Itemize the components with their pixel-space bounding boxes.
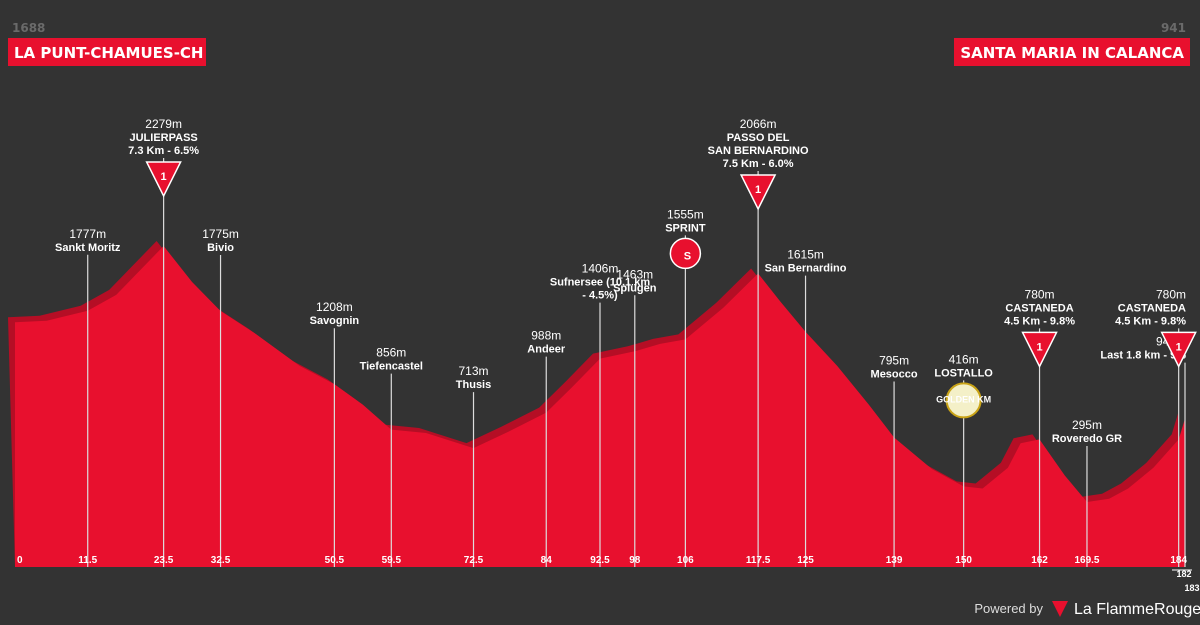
marker-icons-layer: 1 S 1 GOLDEN KM 1 1 <box>145 161 1197 419</box>
km-tick-label: 0 <box>17 555 23 566</box>
marker-name: Sufnersee (10.1 km <box>550 277 650 289</box>
sprint-glyph: S <box>684 250 691 262</box>
km-tick-label: 59.5 <box>382 555 402 566</box>
km-tick-label: 125 <box>797 555 814 566</box>
marker-altitude: 856m <box>376 346 406 360</box>
finish-name-box <box>954 38 1190 66</box>
golden-km-icon <box>945 382 982 419</box>
marker-altitude: 795m <box>879 353 909 367</box>
marker-name: San Bernardino <box>765 263 847 275</box>
marker-altitude: 1406m <box>582 262 619 276</box>
marker-name: 4.5 Km - 9.8% <box>1115 315 1186 327</box>
marker-altitude: 988m <box>531 329 561 343</box>
marker-name: PASSO DEL <box>727 132 790 144</box>
marker-name: CASTANEDA <box>1005 302 1073 314</box>
km-tick-label: 50.5 <box>325 555 345 566</box>
marker-name: Mesocco <box>871 368 918 380</box>
marker-altitude: 295m <box>1072 418 1102 432</box>
kom-category-number: 1 <box>1036 341 1042 353</box>
marker-name: Sankt Moritz <box>55 242 121 254</box>
km-tick-label: 11.5 <box>78 555 97 566</box>
powered-by-label: Powered by <box>974 601 1043 616</box>
km-tick-label: 23.5 <box>154 555 174 566</box>
start-name: LA PUNT-CHAMUES-CH <box>14 44 204 62</box>
marker-name: LOSTALLO <box>934 367 993 379</box>
marker-name: SPRINT <box>665 222 706 234</box>
marker-altitude: 1463m <box>616 267 653 281</box>
marker-name: CASTANEDA <box>1118 302 1186 314</box>
marker-name: Roveredo GR <box>1052 433 1122 445</box>
marker-name: Savognin <box>310 315 360 327</box>
km-tick-label: 117.5 <box>746 555 771 566</box>
start-name-box <box>8 38 206 66</box>
marker-altitude: 713m <box>458 364 488 378</box>
marker-altitude: 1777m <box>69 227 106 241</box>
km-tick-label: 169.5 <box>1074 555 1099 566</box>
marker-name: JULIERPASS <box>129 132 197 144</box>
km-tick-label: 98 <box>629 555 641 566</box>
marker-altitude: 2279m <box>145 117 182 131</box>
marker-name: Thusis <box>456 379 491 391</box>
km-tick-extra-label: 182 <box>1176 569 1191 579</box>
golden-km-label: GOLDEN KM <box>936 394 991 404</box>
marker-name: SAN BERNARDINO <box>708 145 809 157</box>
marker-altitude: 1555m <box>667 207 704 221</box>
km-tick-label: 139 <box>886 555 903 566</box>
km-tick-label: 32.5 <box>211 555 231 566</box>
km-tick-label: 150 <box>955 555 972 566</box>
start-altitude: 1688 <box>12 21 45 35</box>
marker-name: Andeer <box>527 344 566 356</box>
km-tick-label: 84 <box>541 555 553 566</box>
kom-icon <box>1021 331 1058 369</box>
km-tick-label: 72.5 <box>464 555 484 566</box>
finish-altitude: 941 <box>1161 21 1186 35</box>
marker-altitude: 2066m <box>740 117 777 131</box>
kom-icon <box>739 174 777 211</box>
sprint-icon <box>669 237 702 270</box>
marker-name: Tiefencastel <box>360 361 423 373</box>
km-tick-label: 106 <box>677 555 694 566</box>
marker-name: - 4.5%) <box>582 290 618 302</box>
flamme-rouge-logo-icon <box>1052 601 1068 617</box>
kom-category-number: 1 <box>755 184 761 196</box>
km-tick-label: 92.5 <box>590 555 610 566</box>
marker-name: Bivio <box>207 242 234 254</box>
marker-altitude: 416m <box>949 352 979 366</box>
km-ticks-layer: 0 11.5 23.5 32.5 50.5 59.5 72.5 84 92.5 98 106 117.… <box>17 555 1200 593</box>
marker-name: 4.5 Km - 9.8% <box>1004 315 1075 327</box>
kom-category-number: 1 <box>161 171 167 183</box>
marker-altitude: 1208m <box>316 300 353 314</box>
marker-name: 7.5 Km - 6.0% <box>723 158 794 170</box>
marker-altitude: 1615m <box>787 248 824 262</box>
marker-altitude: 1775m <box>202 227 239 241</box>
marker-altitude: 780m <box>1025 287 1055 301</box>
kom-icon <box>145 161 182 198</box>
kom-category-number: 1 <box>1176 341 1182 353</box>
finish-name: SANTA MARIA IN CALANCA <box>960 44 1184 62</box>
brand-name: La FlammeRouge <box>1074 601 1200 618</box>
km-tick-label: 184 <box>1170 555 1187 566</box>
marker-name: Last 1.8 km - 9% <box>1100 350 1186 362</box>
kom-icon <box>1160 331 1197 369</box>
marker-name: Splügen <box>613 282 657 294</box>
marker-altitude: 780m <box>1156 287 1186 301</box>
km-tick-label: 162 <box>1031 555 1048 566</box>
marker-name: 7.3 Km - 6.5% <box>128 145 199 157</box>
km-tick-extra-label: 183 <box>1184 583 1199 593</box>
marker-lines-layer <box>87 158 1186 567</box>
